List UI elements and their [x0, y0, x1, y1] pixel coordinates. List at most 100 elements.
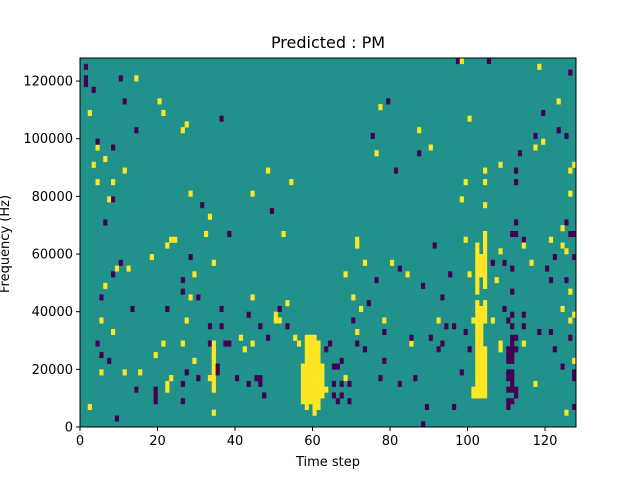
heatmap-cell-positive	[479, 259, 484, 266]
heatmap-cell-negative	[452, 403, 457, 411]
heatmap-cell-positive	[308, 392, 313, 399]
x-tick-label: 120	[533, 434, 558, 449]
heatmap-cell-positive	[475, 380, 480, 387]
heatmap-cell-negative	[180, 288, 185, 295]
heatmap-cell-positive	[498, 161, 503, 168]
heatmap-cell-positive	[161, 340, 166, 347]
heatmap-cell-positive	[467, 271, 472, 278]
heatmap-cell-negative	[514, 230, 519, 238]
heatmap-cell-positive	[475, 271, 480, 278]
heatmap-cell-negative	[564, 277, 569, 284]
heatmap-cells	[80, 58, 577, 428]
heatmap-cell-positive	[475, 288, 480, 295]
heatmap-cell-negative	[572, 375, 577, 382]
heatmap-cell-positive	[300, 363, 306, 370]
heatmap-cell-negative	[262, 392, 267, 399]
heatmap-cell-negative	[452, 323, 457, 330]
heatmap-cell-negative	[506, 357, 511, 364]
heatmap-cell-negative	[514, 179, 519, 186]
heatmap-cell-negative	[107, 357, 112, 364]
heatmap-cell-negative	[328, 340, 333, 347]
heatmap-cell-negative	[572, 369, 577, 376]
heatmap-cell-negative	[514, 219, 519, 226]
heatmap-cell-negative	[246, 380, 251, 387]
heatmap-cell-negative	[258, 375, 263, 382]
heatmap-cell-positive	[475, 352, 480, 359]
heatmap-cell-positive	[316, 403, 321, 411]
heatmap-cell-positive	[111, 328, 116, 336]
heatmap-cell-negative	[510, 230, 515, 238]
heatmap-cell-negative	[339, 380, 344, 387]
heatmap-cell-negative	[99, 352, 104, 359]
chart-title: Predicted : PM	[271, 33, 385, 52]
heatmap-cell-positive	[471, 386, 476, 393]
heatmap-cell-positive	[153, 352, 158, 359]
heatmap-cell-positive	[498, 248, 503, 255]
heatmap-cell-positive	[304, 363, 309, 370]
heatmap-cell-positive	[483, 282, 488, 289]
heatmap-cell-positive	[479, 375, 484, 382]
heatmap-cell-positive	[479, 380, 484, 387]
heatmap-cell-positive	[312, 375, 317, 382]
heatmap-cell-negative	[521, 236, 526, 243]
heatmap-cell-negative	[134, 127, 139, 134]
heatmap-cell-positive	[475, 334, 480, 341]
heatmap-cell-negative	[486, 58, 492, 65]
heatmap-cell-positive	[165, 386, 170, 393]
heatmap-cell-positive	[490, 317, 495, 324]
heatmap-cell-negative	[114, 415, 120, 422]
heatmap-cell-positive	[483, 259, 488, 266]
axes: 0 20 40 60 80 100 120 0 20000 40000 60000 80000 1000…	[23, 57, 577, 449]
heatmap-cell-negative	[421, 421, 426, 428]
heatmap-cell-positive	[138, 369, 143, 376]
heatmap-cell-negative	[463, 328, 468, 336]
heatmap-cell-negative	[285, 323, 290, 330]
heatmap-cell-positive	[192, 357, 197, 364]
heatmap-cell-positive	[483, 317, 488, 324]
heatmap-cell-negative	[184, 369, 189, 376]
heatmap-cell-positive	[312, 346, 317, 353]
heatmap-cell-negative	[397, 265, 402, 272]
heatmap-cell-negative	[428, 334, 433, 341]
heatmap-cell-negative	[521, 311, 526, 318]
heatmap-cell-negative	[347, 398, 352, 405]
heatmap-cell-negative	[207, 323, 213, 330]
x-tick-label: 60	[304, 434, 321, 449]
heatmap-cell-positive	[122, 369, 127, 376]
heatmap-cell-positive	[211, 340, 216, 347]
heatmap-cell-positive	[316, 375, 321, 382]
heatmap-cell-positive	[483, 305, 488, 312]
heatmap-cell-positive	[165, 380, 170, 387]
heatmap-cell-positive	[300, 398, 306, 405]
heatmap-cell-positive	[483, 248, 488, 255]
heatmap-cell-negative	[510, 346, 515, 353]
heatmap-cell-positive	[312, 357, 317, 364]
heatmap-cell-negative	[331, 392, 337, 399]
heatmap-cell-negative	[421, 282, 426, 289]
heatmap-cell-negative	[510, 288, 515, 295]
heatmap-cell-negative	[548, 277, 554, 284]
heatmap-cell-positive	[312, 380, 317, 387]
heatmap-cell-negative	[335, 398, 340, 405]
y-tick-label: 0	[65, 421, 73, 436]
heatmap-cell-positive	[475, 346, 480, 353]
heatmap-cell-negative	[537, 328, 542, 336]
heatmap-cell-positive	[95, 179, 100, 186]
heatmap-cell-negative	[258, 380, 263, 387]
heatmap-cell-negative	[490, 259, 495, 266]
heatmap-cell-negative	[266, 334, 271, 341]
heatmap-cell-positive	[475, 317, 480, 324]
heatmap-cell-positive	[211, 386, 216, 393]
heatmap-cell-positive	[537, 63, 542, 70]
heatmap-cell-negative	[180, 380, 185, 387]
heatmap-cell-positive	[483, 242, 488, 249]
heatmap-cell-positive	[316, 380, 321, 387]
heatmap-cell-negative	[502, 259, 507, 266]
heatmap-cell-negative	[510, 334, 515, 341]
heatmap-cell-positive	[207, 375, 213, 382]
heatmap-cell-positive	[300, 392, 306, 399]
heatmap-cell-positive	[483, 202, 488, 209]
heatmap-cell-negative	[223, 340, 228, 347]
heatmap-cell-positive	[99, 369, 104, 376]
